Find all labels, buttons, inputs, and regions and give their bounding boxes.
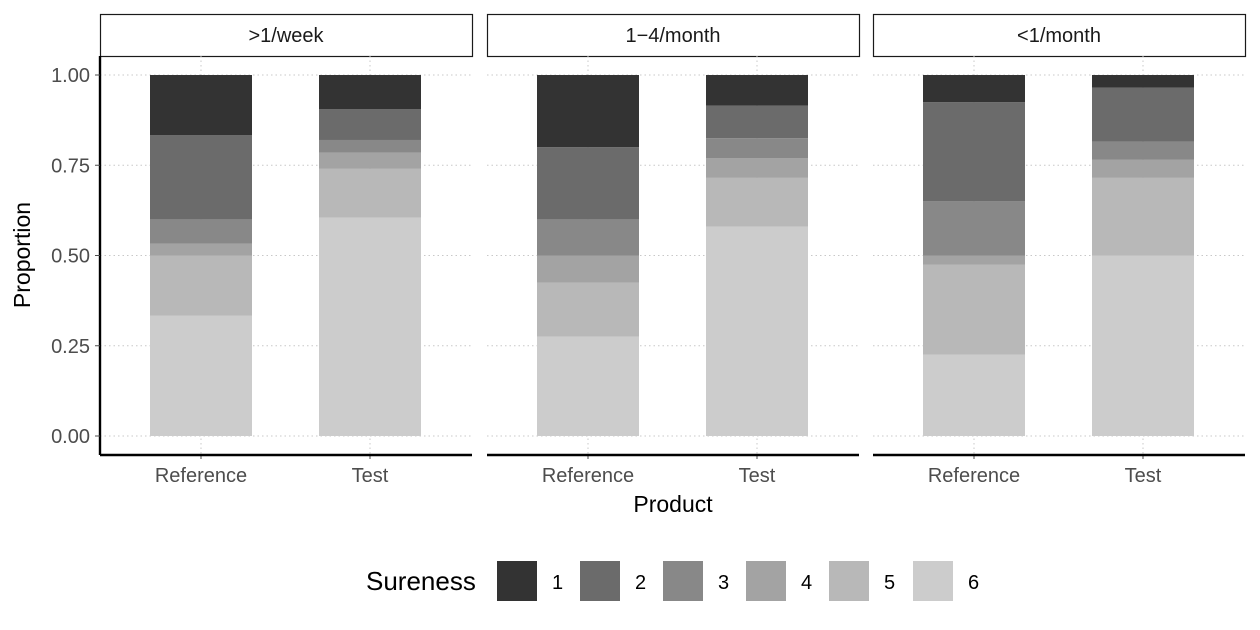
legend-key-swatch [913,561,953,601]
bar-segment-sureness-5 [150,255,252,316]
legend-key-swatch [829,561,869,601]
legend-title: Sureness [366,566,476,596]
bar-segment-sureness-3 [537,219,639,256]
bar-segment-sureness-2 [319,109,421,140]
bar-segment-sureness-6 [537,336,639,436]
bar-segment-sureness-4 [537,255,639,283]
bar-segment-sureness-4 [706,158,808,178]
bar-segment-sureness-1 [537,75,639,148]
facet-strip-label: 1−4/month [625,25,720,47]
bar-segment-sureness-5 [319,168,421,218]
y-tick-label: 0.75 [51,155,90,177]
legend-key-swatch [497,561,537,601]
x-tick-label: Reference [928,465,1020,487]
facet-panel: 1−4/month Reference Test [486,13,861,487]
bar-segment-sureness-2 [150,135,252,220]
legend-key-label: 5 [884,572,895,594]
legend-key-label: 3 [718,572,729,594]
bar-segment-sureness-1 [706,75,808,106]
y-tick-label: 0.50 [51,246,90,268]
bar-segment-sureness-1 [923,75,1025,103]
x-tick-label: Test [1125,465,1162,487]
y-axis: 0.00 0.25 0.50 0.75 1.00 [51,56,102,455]
x-tick-label: Test [739,465,776,487]
bar-segment-sureness-3 [706,138,808,159]
bar-segment-sureness-5 [706,177,808,227]
legend: Sureness 1 2 3 4 5 6 [366,561,979,601]
bar-segment-sureness-5 [923,264,1025,355]
facet-panels: >1/week Reference Test 1−4/month Reference Te… [99,13,1247,487]
bar-segment-sureness-2 [706,105,808,139]
bar-segment-sureness-6 [923,354,1025,436]
bar-segment-sureness-6 [706,226,808,436]
legend-key-label: 4 [801,572,812,594]
bar-segment-sureness-2 [1092,87,1194,142]
facet-strip [486,13,861,58]
x-tick-label: Reference [155,465,247,487]
x-tick-label: Reference [542,465,634,487]
bar-segment-sureness-6 [1092,255,1194,436]
legend-key-label: 2 [635,572,646,594]
legend-key-label: 1 [552,572,563,594]
facet-strip [99,13,474,58]
legend-key-label: 6 [968,572,979,594]
facet-strip [872,13,1247,58]
legend-key-swatch [580,561,620,601]
facet-panel: >1/week Reference Test [99,13,474,487]
bar-segment-sureness-2 [923,102,1025,202]
bar-segment-sureness-1 [1092,75,1194,88]
bar-segment-sureness-2 [537,147,639,220]
bar-segment-sureness-3 [923,201,1025,256]
bar-segment-sureness-4 [923,255,1025,265]
bar-segment-sureness-1 [319,75,421,110]
facet-strip-label: >1/week [248,25,324,47]
bar-segment-sureness-4 [150,243,252,256]
bar-segment-sureness-3 [1092,141,1194,160]
y-tick-label: 0.25 [51,336,90,358]
facet-panel: <1/month Reference Test [872,13,1247,487]
legend-key-swatch [746,561,786,601]
x-axis-title: Product [633,491,713,517]
bar-segment-sureness-3 [150,219,252,244]
bar-segment-sureness-4 [1092,159,1194,178]
bar-segment-sureness-1 [150,75,252,136]
bar-segment-sureness-6 [319,217,421,436]
y-tick-label: 1.00 [51,65,90,87]
bar-segment-sureness-3 [319,139,421,153]
bar-segment-sureness-4 [319,152,421,169]
facet-strip-label: <1/month [1017,25,1101,47]
bar-segment-sureness-5 [1092,177,1194,256]
y-tick-label: 0.00 [51,426,90,448]
legend-key-swatch [663,561,703,601]
bar-segment-sureness-5 [537,282,639,337]
x-tick-label: Test [352,465,389,487]
y-axis-title: Proportion [9,202,35,308]
bar-segment-sureness-6 [150,315,252,436]
